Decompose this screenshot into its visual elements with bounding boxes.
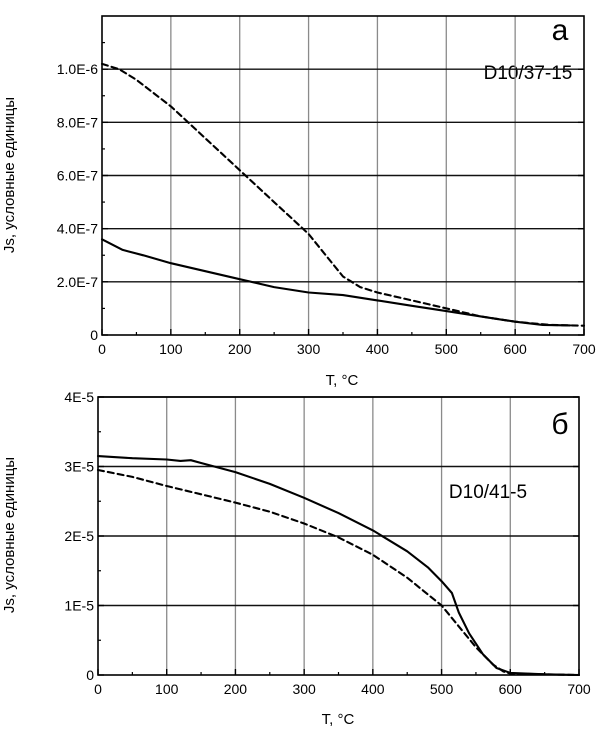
panel-a-x-axis-title: T, °C <box>326 372 359 389</box>
panel-a-y-tick-label: 1.0E-6 <box>57 61 98 77</box>
panel-a-x-tick-label: 600 <box>503 341 527 357</box>
panel-b-x-tick-label: 0 <box>94 681 102 697</box>
panel-a-y-tick-label: 0 <box>90 327 98 343</box>
panel-b-series-dashed-line <box>96 468 581 677</box>
panel-b-y-tick-label: 3E-5 <box>64 459 94 475</box>
panel-a-x-tick-label: 300 <box>297 341 321 357</box>
panel-a-sample-label: D10/37-15 <box>484 63 573 84</box>
panel-a-letter: а <box>552 14 569 47</box>
panel-b-y-tick-label: 2E-5 <box>64 528 94 544</box>
panel-b-y-tick-label: 1E-5 <box>64 598 94 614</box>
panel-a-y-tick-label: 2.0E-7 <box>57 274 98 290</box>
panel-a-y-tick-label: 4.0E-7 <box>57 221 98 237</box>
panel-a-x-tick-label: 0 <box>98 341 106 357</box>
panel-a-series-solid-line <box>100 238 572 327</box>
panel-b-x-tick-label: 400 <box>361 681 385 697</box>
panel-a-x-tick-label: 400 <box>366 341 390 357</box>
panel-b-x-tick-label: 200 <box>224 681 248 697</box>
panel-a-x-tick-label: 200 <box>228 341 252 357</box>
panel-b-x-tick-label: 600 <box>499 681 523 697</box>
panel-b-x-tick-label: 100 <box>155 681 179 697</box>
panel-b-series-solid-line <box>96 455 581 677</box>
panel-b-x-tick-label: 300 <box>292 681 316 697</box>
panel-b-x-tick-label: 700 <box>567 681 591 697</box>
panel-b-y-axis-title: Js, условные единицы <box>1 457 18 613</box>
panel-a: а D10/37-15 T, °C Js, условные единицы 0… <box>1 14 596 389</box>
panel-b: б D10/41-5 T, °C Js, условные единицы 0 1… <box>1 389 591 728</box>
panel-a-y-tick-label: 8.0E-7 <box>57 114 98 130</box>
panel-b-x-tick-label: 500 <box>430 681 454 697</box>
panel-b-y-tick-label: 4E-5 <box>64 389 94 405</box>
panel-b-x-axis-title: T, °C <box>322 711 355 728</box>
panel-b-sample-label: D10/41-5 <box>449 482 527 503</box>
panel-a-y-axis-title: Js, условные единицы <box>1 97 18 253</box>
panel-a-x-tick-label: 700 <box>572 341 596 357</box>
panel-a-y-tick-label: 6.0E-7 <box>57 168 98 184</box>
panel-a-series-dashed-line <box>100 62 586 327</box>
panel-b-letter: б <box>551 408 568 441</box>
panel-b-y-tick-label: 0 <box>86 667 94 683</box>
panel-a-x-tick-label: 100 <box>159 341 183 357</box>
panel-a-x-tick-label: 500 <box>435 341 459 357</box>
